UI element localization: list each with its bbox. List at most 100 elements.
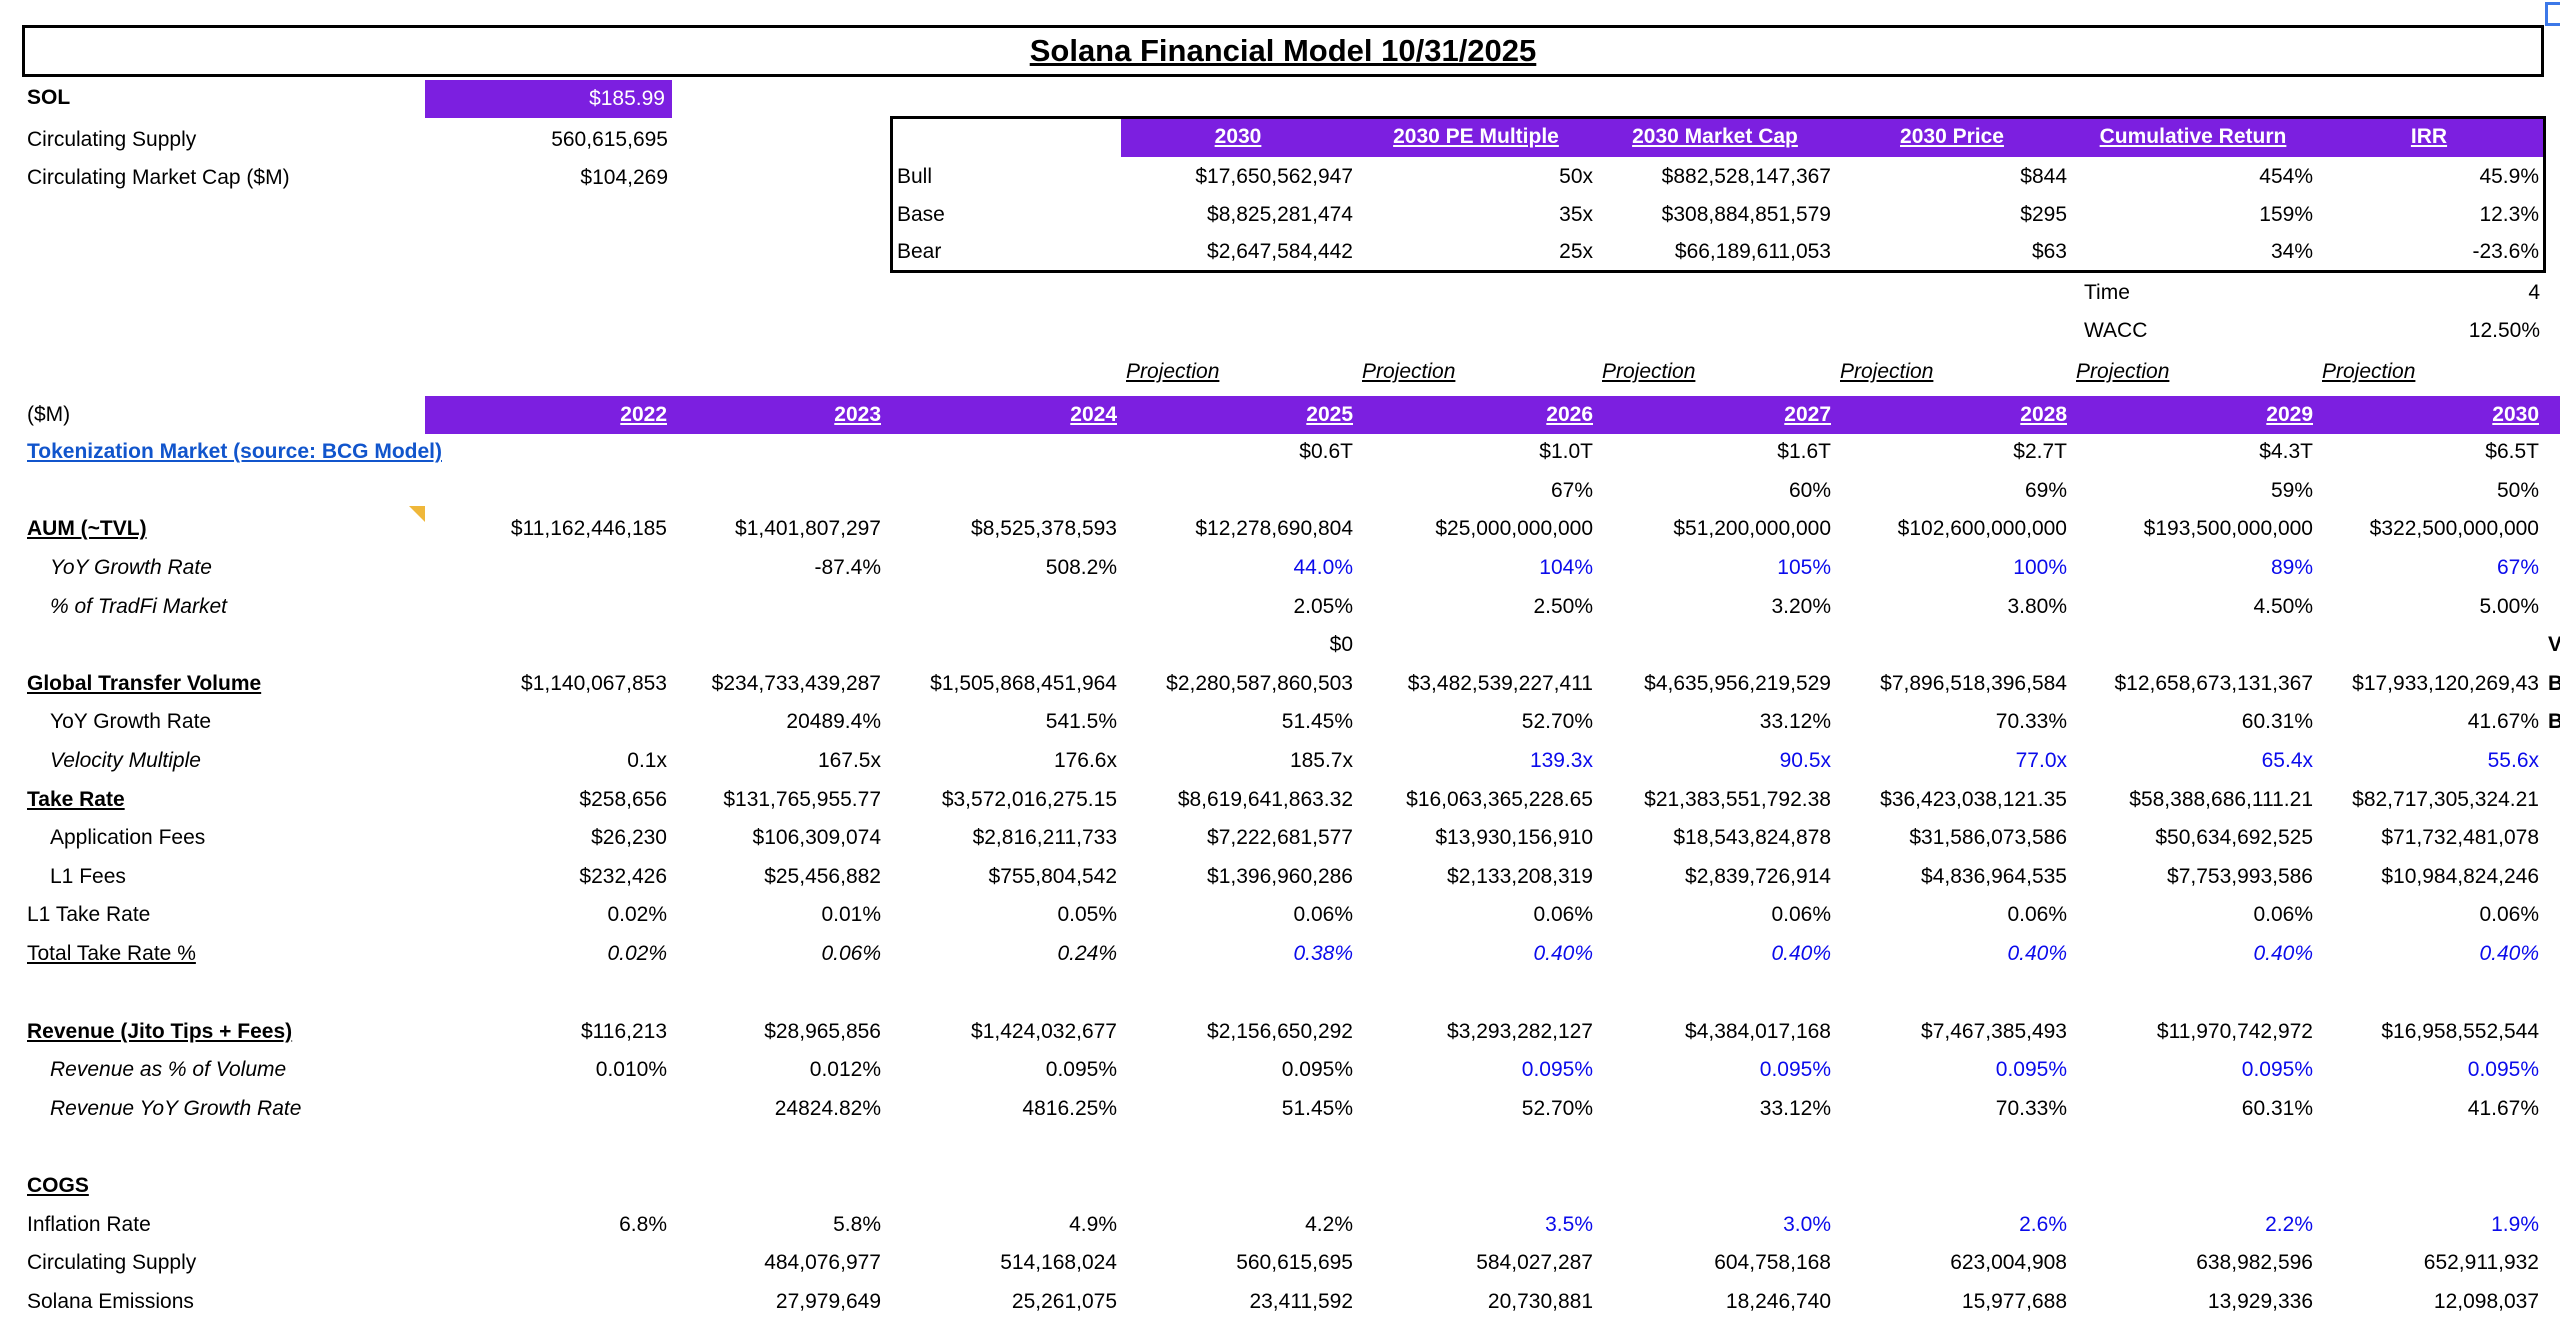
cell-global-transfer-volume-2028[interactable]: $7,896,518,396,584: [1880, 672, 2067, 695]
cell-revenue-yoy-growth-2023[interactable]: 24824.82%: [774, 1097, 881, 1120]
cell-global-transfer-volume-2026[interactable]: $3,482,539,227,411: [1407, 672, 1593, 695]
scenario-header-2030-price[interactable]: 2030 Price: [1900, 125, 2004, 148]
cell-tokenization-market-2025[interactable]: $0.6T: [1299, 440, 1353, 463]
cell-application-fees-2030[interactable]: $71,732,481,078: [2381, 826, 2539, 849]
scenario-cell-base-4[interactable]: $295: [2020, 203, 2067, 226]
cell-revenue-2030[interactable]: $16,958,552,544: [2381, 1020, 2539, 1043]
row-label-l1-take-rate[interactable]: L1 Take Rate: [27, 903, 151, 926]
cell-gtv-yoy-growth-2025[interactable]: 51.45%: [1281, 710, 1353, 733]
cell-revenue-yoy-growth-2029[interactable]: 60.31%: [2241, 1097, 2313, 1120]
cell-aum-yoy-growth-2029[interactable]: 89%: [2270, 556, 2313, 579]
scenario-cell-base-5[interactable]: 159%: [2259, 203, 2313, 226]
cell-revenue-2029[interactable]: $11,970,742,972: [2156, 1020, 2313, 1043]
year-header-2024[interactable]: 2024: [1070, 403, 1117, 426]
scenario-cell-bull-4[interactable]: $844: [2020, 165, 2067, 188]
cell-gtv-yoy-growth-2027[interactable]: 33.12%: [1759, 710, 1831, 733]
cell-l1-take-rate-2023[interactable]: 0.01%: [821, 903, 881, 926]
cell-circulating-supply-row-2028[interactable]: 623,004,908: [1950, 1251, 2067, 1274]
scenario-row-label-bear[interactable]: Bear: [897, 240, 942, 263]
scenario-cell-bear-4[interactable]: $63: [2031, 240, 2067, 263]
cell-tokenization-growth-2029[interactable]: 59%: [2270, 479, 2313, 502]
cell-inflation-rate-2023[interactable]: 5.8%: [833, 1213, 881, 1236]
cell-aum-yoy-growth-2030[interactable]: 67%: [2496, 556, 2539, 579]
cell-velocity-multiple-2026[interactable]: 139.3x: [1529, 749, 1593, 772]
cell-global-transfer-volume-2024[interactable]: $1,505,868,451,964: [930, 672, 1117, 695]
cell-l1-fees-2027[interactable]: $2,839,726,914: [1685, 865, 1831, 888]
time-label[interactable]: Time: [2084, 281, 2130, 304]
cell-inflation-rate-2027[interactable]: 3.0%: [1783, 1213, 1831, 1236]
cell-take-rate-2026[interactable]: $16,063,365,228.65: [1406, 788, 1593, 811]
cell-aum-yoy-growth-2028[interactable]: 100%: [2013, 556, 2067, 579]
scenario-header-2030[interactable]: 2030: [1214, 125, 1262, 148]
scenario-header-2030-pe-multiple[interactable]: 2030 PE Multiple: [1393, 125, 1559, 148]
cell-solana-emissions-2024[interactable]: 25,261,075: [1011, 1290, 1117, 1313]
row-label-application-fees[interactable]: Application Fees: [50, 826, 206, 849]
cell-tokenization-growth-2028[interactable]: 69%: [2024, 479, 2067, 502]
cell-velocity-multiple-2027[interactable]: 90.5x: [1779, 749, 1831, 772]
wacc-value[interactable]: 12.50%: [2468, 319, 2540, 342]
cell-gtv-yoy-growth-2028[interactable]: 70.33%: [1995, 710, 2067, 733]
year-header-2022[interactable]: 2022: [620, 403, 667, 426]
cell-global-transfer-volume-2027[interactable]: $4,635,956,219,529: [1644, 672, 1831, 695]
scenario-cell-bear-3[interactable]: $66,189,611,053: [1674, 240, 1831, 263]
cell-inflation-rate-2025[interactable]: 4.2%: [1305, 1213, 1353, 1236]
cell-solana-emissions-2025[interactable]: 23,411,592: [1249, 1290, 1353, 1313]
cell-revenue-pct-volume-2027[interactable]: 0.095%: [1759, 1058, 1831, 1081]
cell-tokenization-growth-2030[interactable]: 50%: [2496, 479, 2539, 502]
scenario-cell-bear-6[interactable]: -23.6%: [2472, 240, 2539, 263]
cell-zero-row-2025[interactable]: $0: [1329, 633, 1353, 656]
cell-revenue-2027[interactable]: $4,384,017,168: [1685, 1020, 1831, 1043]
cell-application-fees-2028[interactable]: $31,586,073,586: [1909, 826, 2067, 849]
year-header-2028[interactable]: 2028: [2020, 403, 2067, 426]
cell-revenue-2026[interactable]: $3,293,282,127: [1447, 1020, 1593, 1043]
cell-circulating-supply-row-2024[interactable]: 514,168,024: [1000, 1251, 1117, 1274]
cell-aum-tvl-2028[interactable]: $102,600,000,000: [1897, 517, 2067, 540]
cell-aum-yoy-growth-2024[interactable]: 508.2%: [1045, 556, 1117, 579]
cell-revenue-pct-volume-2024[interactable]: 0.095%: [1045, 1058, 1117, 1081]
cell-solana-emissions-2030[interactable]: 12,098,037: [2433, 1290, 2539, 1313]
cell-circulating-supply-row-2023[interactable]: 484,076,977: [764, 1251, 881, 1274]
cell-global-transfer-volume-2022[interactable]: $1,140,067,853: [521, 672, 667, 695]
cell-inflation-rate-2030[interactable]: 1.9%: [2491, 1213, 2539, 1236]
cell-total-take-rate-2027[interactable]: 0.40%: [1771, 942, 1831, 965]
scenario-cell-bull-3[interactable]: $882,528,147,367: [1661, 165, 1831, 188]
cell-gtv-yoy-growth-2024[interactable]: 541.5%: [1045, 710, 1117, 733]
cell-revenue-2028[interactable]: $7,467,385,493: [1921, 1020, 2067, 1043]
row-label-total-take-rate[interactable]: Total Take Rate %: [27, 942, 196, 965]
cell-l1-take-rate-2029[interactable]: 0.06%: [2253, 903, 2313, 926]
cell-revenue-yoy-growth-2024[interactable]: 4816.25%: [1022, 1097, 1117, 1120]
cell-pct-tradfi-market-2030[interactable]: 5.00%: [2479, 595, 2539, 618]
cell-circulating-supply-row-2029[interactable]: 638,982,596: [2196, 1251, 2313, 1274]
scenario-cell-bear-2[interactable]: 25x: [1559, 240, 1593, 263]
cell-velocity-multiple-2028[interactable]: 77.0x: [2015, 749, 2067, 772]
cell-aum-yoy-growth-2025[interactable]: 44.0%: [1293, 556, 1353, 579]
cell-take-rate-2023[interactable]: $131,765,955.77: [723, 788, 881, 811]
circulating-mcap-label[interactable]: Circulating Market Cap ($M): [27, 166, 290, 189]
cell-take-rate-2029[interactable]: $58,388,686,111.21: [2129, 788, 2313, 811]
cell-revenue-pct-volume-2026[interactable]: 0.095%: [1521, 1058, 1593, 1081]
scenario-header-irr[interactable]: IRR: [2410, 125, 2448, 148]
year-header-2029[interactable]: 2029: [2266, 403, 2313, 426]
cell-solana-emissions-2026[interactable]: 20,730,881: [1487, 1290, 1593, 1313]
cell-aum-tvl-2024[interactable]: $8,525,378,593: [971, 517, 1117, 540]
cell-application-fees-2024[interactable]: $2,816,211,733: [972, 826, 1117, 849]
cell-aum-yoy-growth-2023[interactable]: -87.4%: [814, 556, 881, 579]
row-label-aum-tvl[interactable]: AUM (~TVL): [27, 517, 147, 540]
row-label-gtv-yoy-growth[interactable]: YoY Growth Rate: [50, 710, 212, 733]
scenario-cell-base-2[interactable]: 35x: [1559, 203, 1593, 226]
cell-gtv-yoy-growth-2029[interactable]: 60.31%: [2241, 710, 2313, 733]
cell-pct-tradfi-market-2027[interactable]: 3.20%: [1771, 595, 1831, 618]
cell-revenue-pct-volume-2030[interactable]: 0.095%: [2467, 1058, 2539, 1081]
cell-aum-tvl-2022[interactable]: $11,162,446,185: [510, 517, 667, 540]
cell-circulating-supply-row-2026[interactable]: 584,027,287: [1476, 1251, 1593, 1274]
cell-velocity-multiple-2022[interactable]: 0.1x: [627, 749, 667, 772]
cell-aum-tvl-2023[interactable]: $1,401,807,297: [735, 517, 881, 540]
cell-tokenization-growth-2026[interactable]: 67%: [1550, 479, 1593, 502]
cell-take-rate-2024[interactable]: $3,572,016,275.15: [941, 788, 1117, 811]
cell-pct-tradfi-market-2026[interactable]: 2.50%: [1533, 595, 1593, 618]
cell-l1-take-rate-2022[interactable]: 0.02%: [607, 903, 667, 926]
cell-l1-take-rate-2025[interactable]: 0.06%: [1293, 903, 1353, 926]
cell-total-take-rate-2022[interactable]: 0.02%: [607, 942, 667, 965]
cell-l1-fees-2029[interactable]: $7,753,993,586: [2167, 865, 2313, 888]
